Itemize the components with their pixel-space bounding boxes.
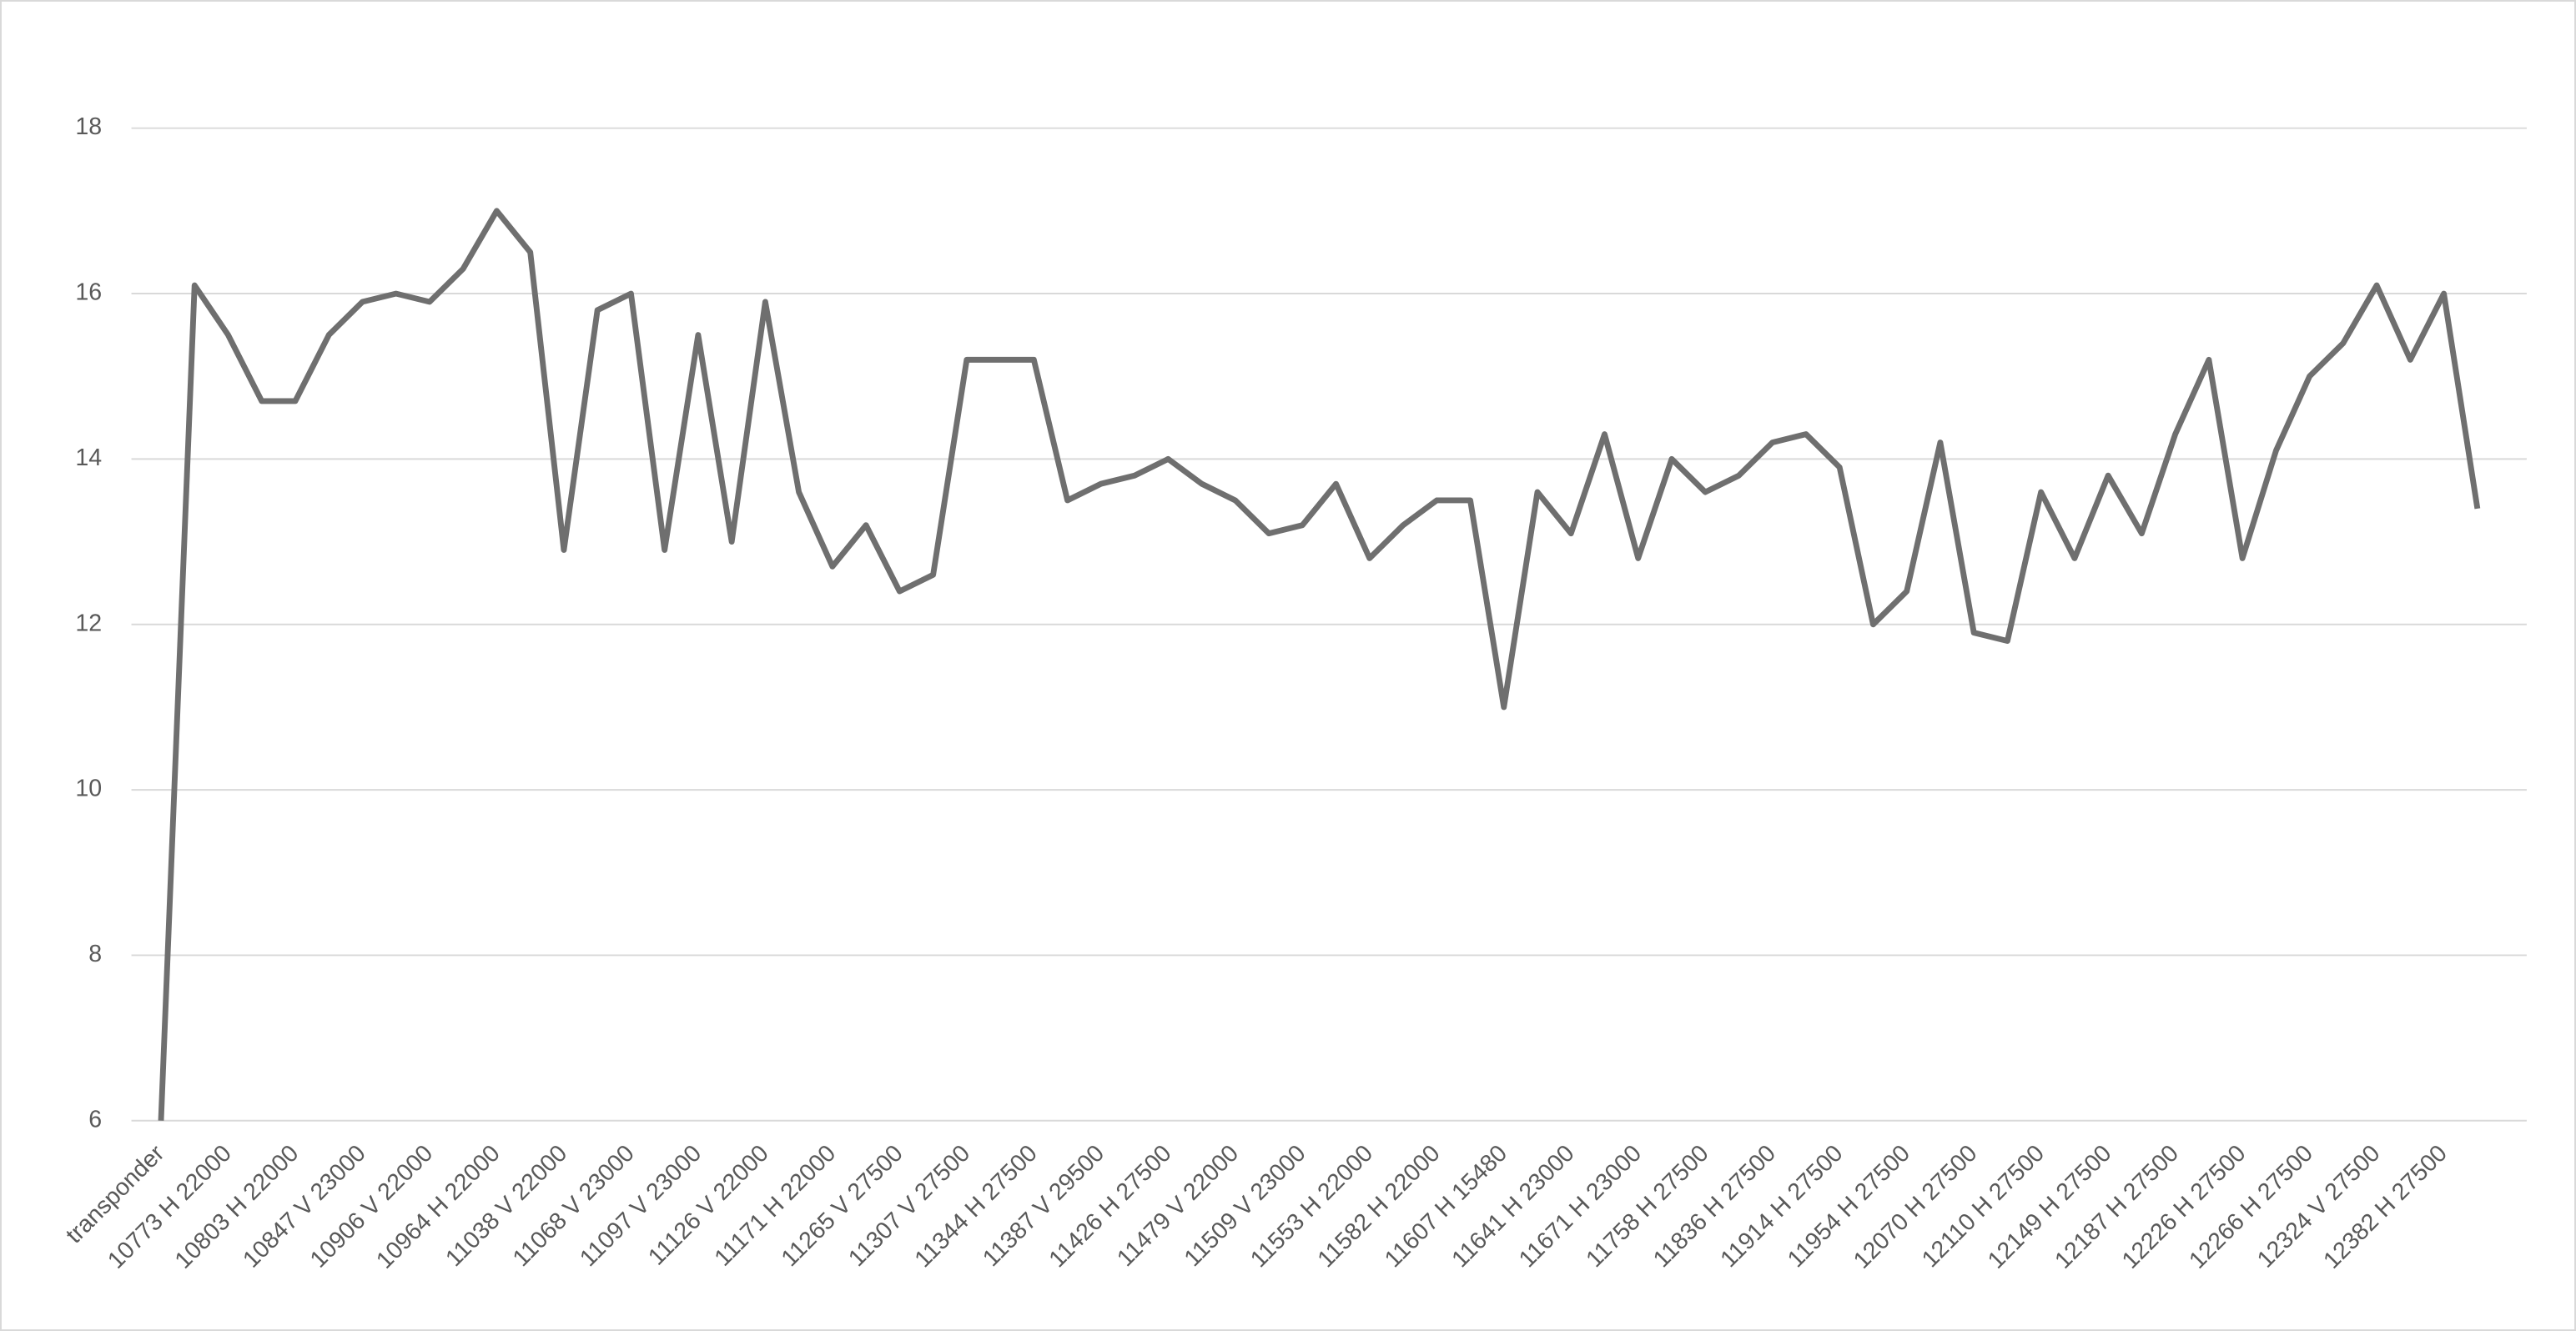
y-tick-label: 8 <box>88 941 102 967</box>
y-tick-label: 14 <box>75 445 102 471</box>
y-tick-label: 6 <box>88 1106 102 1133</box>
y-tick-label: 10 <box>75 776 102 802</box>
y-tick-label: 12 <box>75 610 102 636</box>
y-tick-label: 18 <box>75 113 102 140</box>
y-tick-label: 16 <box>75 279 102 306</box>
line-series <box>158 208 2481 1121</box>
